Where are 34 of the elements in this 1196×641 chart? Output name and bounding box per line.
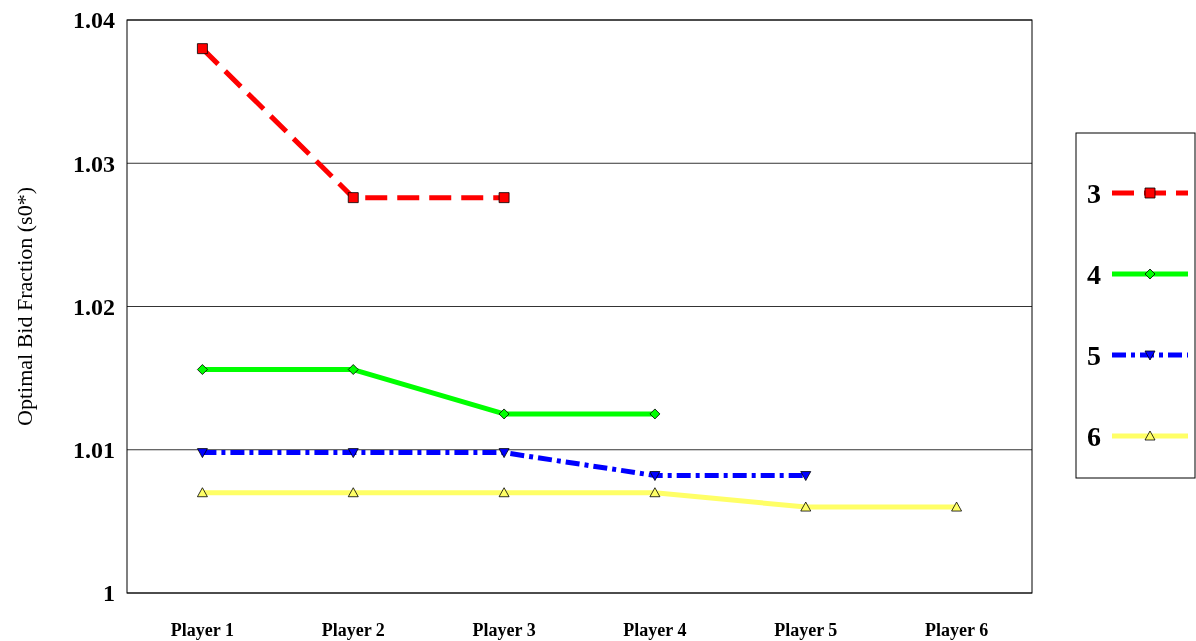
point: [498, 192, 510, 204]
point: [649, 487, 661, 498]
point: [951, 501, 962, 512]
point: [197, 364, 208, 375]
point: [347, 192, 359, 204]
point: [197, 487, 208, 498]
legend-label: 3: [1087, 177, 1101, 209]
point: [800, 501, 812, 512]
y-axis-title: Optimal Bid Fraction (s0*): [12, 187, 37, 426]
x-tick-label: Player 6: [925, 620, 989, 640]
point: [649, 471, 661, 481]
y-tick-label: 1: [103, 580, 115, 607]
point: [197, 43, 208, 55]
point: [347, 364, 359, 375]
x-tick-label: Player 4: [623, 620, 687, 640]
y-tick-label: 1.03: [73, 150, 115, 177]
legend-label: 5: [1087, 339, 1101, 371]
y-tick-label: 1.01: [73, 437, 115, 464]
legend-label: 4: [1087, 258, 1101, 290]
y-tick-label: 1.02: [73, 293, 115, 320]
point: [197, 448, 208, 459]
x-tick-label: Player 3: [472, 620, 536, 640]
point: [498, 487, 510, 498]
point: [347, 448, 359, 459]
point: [498, 448, 510, 459]
point: [800, 471, 812, 481]
y-tick-label: 1.04: [73, 7, 115, 34]
point: [347, 487, 359, 498]
legend-label: 6: [1087, 420, 1101, 452]
point: [649, 408, 661, 420]
point: [498, 408, 510, 420]
x-tick-label: Player 2: [321, 620, 385, 640]
x-tick-label: Player 1: [170, 620, 234, 640]
x-tick-label: Player 5: [774, 620, 838, 640]
